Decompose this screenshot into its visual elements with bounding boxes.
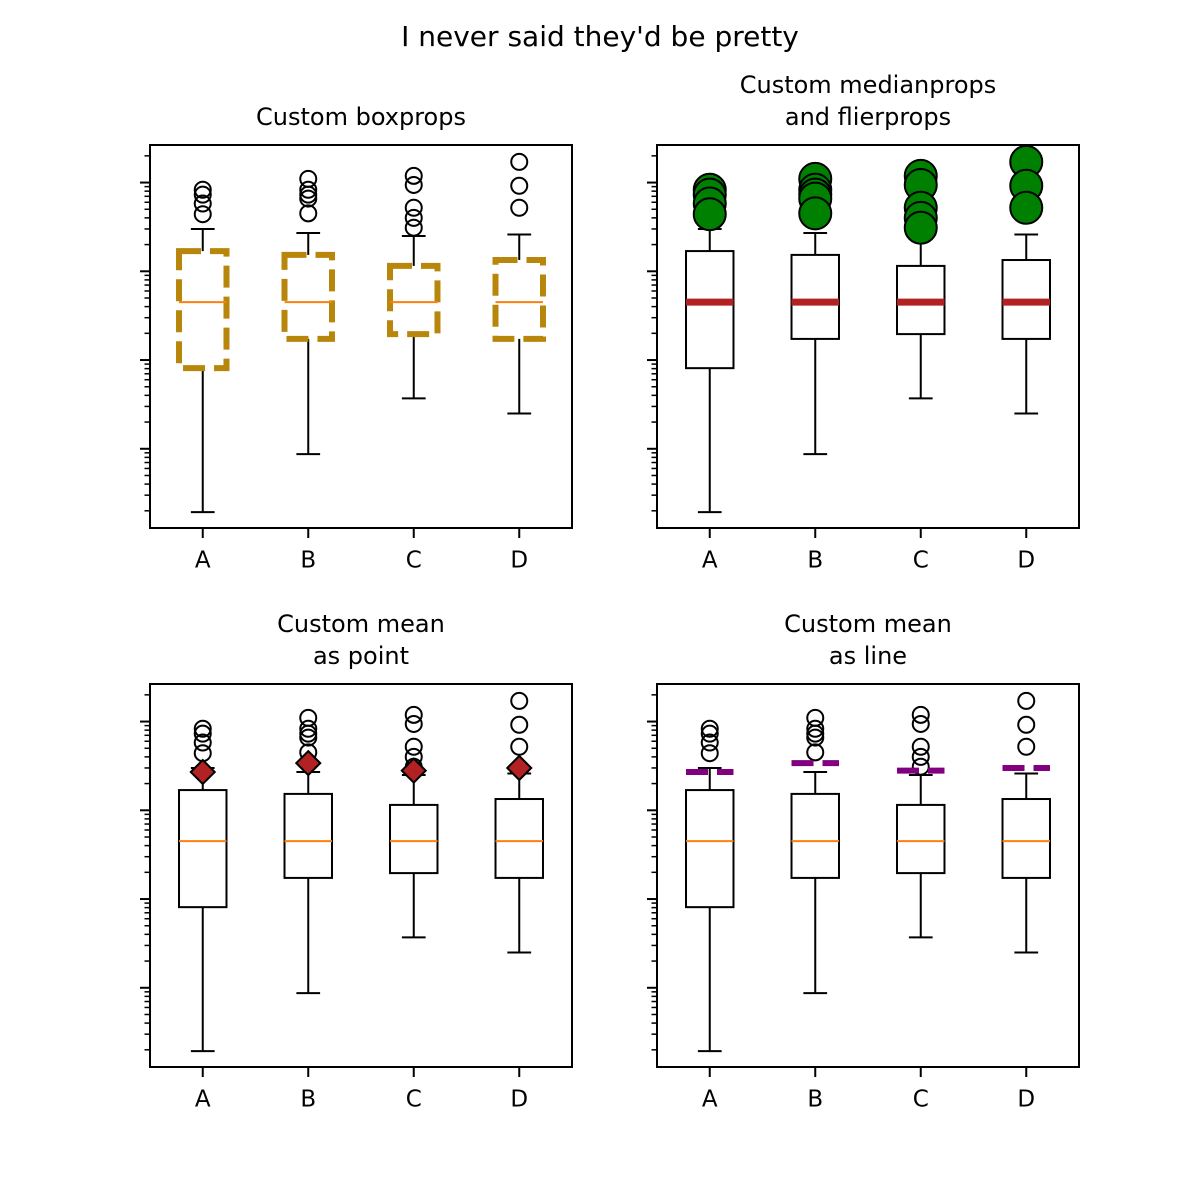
flier [700, 724, 719, 743]
flier [299, 189, 318, 208]
subplot-title: as point [313, 642, 409, 670]
x-tick-label: B [807, 1087, 823, 1113]
box [896, 803, 946, 875]
flier [903, 210, 938, 245]
flier [404, 218, 423, 237]
flier [911, 714, 930, 733]
flier [806, 719, 825, 738]
x-tick-label: B [300, 548, 316, 574]
box [1001, 798, 1051, 879]
box [176, 248, 230, 372]
subplot-title: Custom mean [277, 610, 445, 638]
mean-marker [400, 757, 428, 785]
mean-marker [294, 749, 322, 777]
subplot-title: Custom medianprops [740, 71, 997, 99]
x-tick-label: C [913, 548, 929, 574]
flier [1017, 737, 1036, 756]
box [178, 789, 228, 909]
flier [193, 205, 212, 224]
flier [1009, 190, 1044, 225]
flier [193, 724, 212, 743]
flier [299, 719, 318, 738]
x-tick-label: A [702, 1087, 718, 1113]
flier [806, 728, 825, 747]
flier [193, 185, 212, 204]
x-tick-label: D [1017, 1087, 1035, 1113]
x-tick-label: B [300, 1087, 316, 1113]
flier [510, 737, 529, 756]
flier [404, 208, 423, 227]
box [790, 792, 840, 879]
x-tick-label: A [195, 1087, 211, 1113]
flier [193, 180, 212, 199]
flier [911, 747, 930, 766]
flier [510, 715, 529, 734]
box [387, 262, 441, 338]
subplot-title: Custom boxprops [256, 103, 466, 131]
flier [404, 198, 423, 217]
flier [299, 204, 318, 223]
flier [193, 733, 212, 752]
x-tick-label: C [406, 548, 422, 574]
x-tick-label: C [406, 1087, 422, 1113]
flier [299, 180, 318, 199]
axes-frame [656, 144, 1080, 529]
axes-frame [149, 683, 573, 1068]
flier [1017, 691, 1036, 710]
subplot-title: Custom mean [784, 610, 952, 638]
flier [911, 705, 930, 724]
flier [404, 705, 423, 724]
flier [510, 691, 529, 710]
box [492, 257, 546, 342]
axes-frame [149, 144, 573, 529]
flier [1017, 715, 1036, 734]
flier [404, 175, 423, 194]
flier [700, 744, 719, 763]
x-tick-label: B [807, 548, 823, 574]
flier [193, 194, 212, 213]
flier [510, 152, 529, 171]
box [790, 253, 840, 340]
x-tick-label: A [702, 548, 718, 574]
flier [404, 714, 423, 733]
box [389, 803, 439, 875]
flier [692, 197, 727, 232]
flier [404, 737, 423, 756]
mean-marker [505, 754, 533, 782]
flier [911, 757, 930, 776]
flier [299, 728, 318, 747]
x-tick-label: D [510, 548, 528, 574]
box [281, 251, 335, 342]
box [685, 250, 735, 370]
x-tick-label: C [913, 1087, 929, 1113]
flier [510, 198, 529, 217]
box [685, 789, 735, 909]
box [283, 792, 333, 879]
axes-frame [656, 683, 1080, 1068]
flier [798, 196, 833, 231]
x-tick-label: D [1017, 548, 1035, 574]
box [494, 798, 544, 879]
flier [700, 719, 719, 738]
flier [510, 176, 529, 195]
mean-marker [189, 758, 217, 786]
flier [806, 743, 825, 762]
flier [911, 737, 930, 756]
flier [700, 733, 719, 752]
subplot-title: and flierprops [785, 103, 951, 131]
flier [404, 166, 423, 185]
figure-title: I never said they'd be pretty [401, 20, 799, 53]
x-tick-label: A [195, 548, 211, 574]
flier [193, 719, 212, 738]
x-tick-label: D [510, 1087, 528, 1113]
subplot-title: as line [829, 642, 907, 670]
